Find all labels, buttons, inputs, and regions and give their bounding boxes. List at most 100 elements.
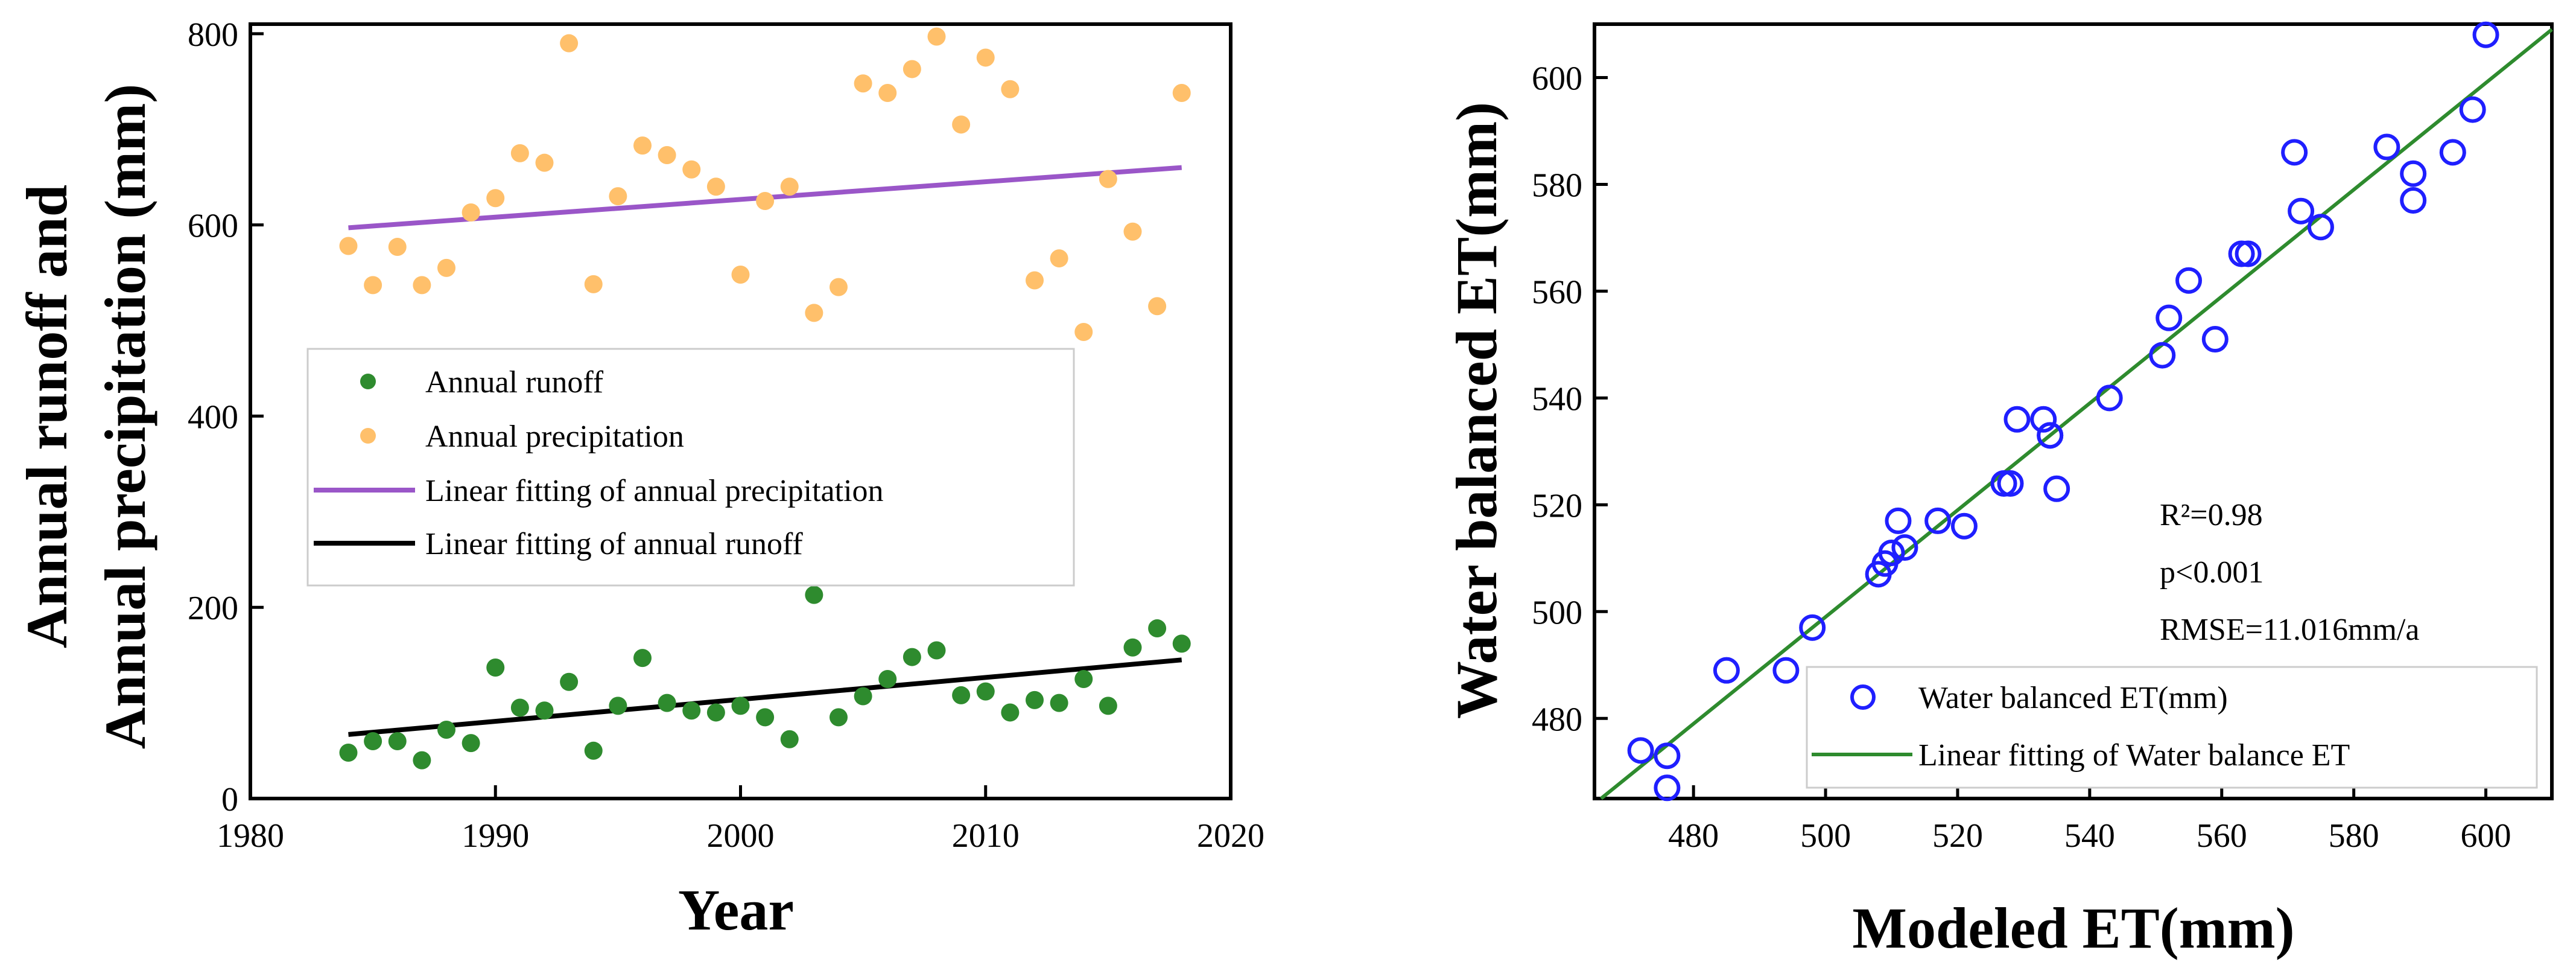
precipitation-point	[805, 304, 823, 322]
precipitation-point	[854, 74, 872, 92]
right-y-tick-label: 600	[1532, 60, 1582, 97]
water-balanced-et-point	[2283, 141, 2306, 164]
runoff-point	[878, 670, 896, 688]
precipitation-point	[903, 60, 921, 78]
runoff-point	[1050, 694, 1068, 712]
precipitation-point	[560, 34, 578, 53]
legend-water-balanced-label: Water balanced ET(mm)	[1918, 681, 2228, 715]
water-balanced-et-point	[2475, 24, 2498, 46]
right-legend: Water balanced ET(mm) Linear fitting of …	[1807, 667, 2537, 788]
water-balanced-et-point	[2441, 141, 2464, 164]
precipitation-point	[878, 84, 896, 102]
left-y-axis-title-line2: Annual precipitation (mm)	[93, 84, 157, 749]
precipitation-point	[389, 238, 407, 256]
water-balanced-et-point	[1886, 509, 1909, 532]
runoff-point	[536, 701, 554, 719]
runoff-point	[413, 751, 431, 770]
precipitation-point	[1050, 249, 1068, 267]
runoff-point	[830, 708, 848, 726]
left-y-tick-label: 800	[188, 16, 238, 54]
water-balanced-et-point	[1629, 739, 1652, 762]
precipitation-point	[732, 266, 750, 284]
legend-runoff-label: Annual runoff	[425, 365, 604, 400]
runoff-point	[1173, 634, 1191, 652]
runoff-point	[364, 732, 382, 750]
left-y-axis-title-line1: Annual runoff and	[14, 185, 79, 648]
right-y-tick-label: 500	[1532, 594, 1582, 631]
runoff-point	[1099, 697, 1117, 715]
water-balanced-et-point	[2204, 328, 2227, 351]
precipitation-point	[977, 48, 995, 66]
right-y-tick-label: 520	[1532, 487, 1582, 525]
right-x-axis-title: Modeled ET(mm)	[1852, 896, 2294, 960]
legend-fit-precipitation-label: Linear fitting of annual precipitation	[425, 474, 884, 508]
water-balanced-et-point	[2151, 344, 2174, 367]
runoff-point	[682, 701, 700, 719]
water-balanced-et-point	[2177, 269, 2200, 292]
precipitation-point	[536, 154, 554, 172]
right-annotations: R²=0.98 p<0.001 RMSE=11.016mm/a	[2160, 498, 2419, 647]
right-x-ticks: 480 500 520 540 560 580 600	[1668, 785, 2511, 855]
runoff-point	[1124, 639, 1142, 657]
annotation-p-value: p<0.001	[2160, 555, 2264, 590]
precipitation-point	[756, 192, 774, 210]
legend-fit-et-label: Linear fitting of Water balance ET	[1918, 738, 2350, 773]
left-x-axis-title: Year	[678, 878, 794, 942]
right-y-tick-label: 580	[1532, 167, 1582, 204]
precipitation-point	[633, 136, 652, 155]
left-y-tick-label: 400	[188, 398, 238, 436]
runoff-point	[633, 649, 652, 667]
precipitation-point	[928, 28, 946, 46]
legend-precipitation-marker	[360, 428, 376, 444]
precipitation-point	[364, 276, 382, 294]
precipitation-point	[707, 177, 725, 196]
water-balanced-et-point	[1953, 515, 1976, 538]
right-x-tick-label: 580	[2329, 817, 2379, 855]
precipitation-point	[1173, 84, 1191, 102]
water-balanced-et-point	[2402, 189, 2425, 212]
left-x-tick-label: 1990	[462, 817, 529, 855]
left-y-tick-label: 200	[188, 590, 238, 627]
et-comparison-chart: 480 500 520 540 560 580 600 480 500 520 540 560 580…	[1444, 24, 2552, 960]
left-y-ticks: 0200400600800	[188, 16, 264, 818]
runoff-point	[977, 683, 995, 701]
right-x-tick-label: 480	[1668, 817, 1719, 855]
precipitation-point	[658, 146, 676, 164]
precipitation-point	[1099, 170, 1117, 188]
water-balanced-et-point	[2157, 307, 2180, 330]
precipitation-point	[1124, 223, 1142, 241]
left-x-ticks: 1980 1990 2000 2010 2020	[217, 785, 1264, 855]
precipitation-point	[609, 187, 627, 205]
right-y-axis-title: Water balanced ET(mm)	[1444, 102, 1509, 719]
right-x-tick-label: 500	[1800, 817, 1851, 855]
right-x-tick-label: 540	[2064, 817, 2115, 855]
figure-canvas: 1980 1990 2000 2010 2020 0200400600800 Year …	[0, 0, 2576, 979]
precipitation-point	[952, 115, 970, 133]
legend-precipitation-label: Annual precipitation	[425, 419, 684, 454]
runoff-point	[462, 734, 480, 752]
right-y-tick-label: 540	[1532, 380, 1582, 418]
runoff-point	[437, 721, 455, 739]
water-balanced-et-point	[1655, 744, 1678, 767]
water-balanced-et-point	[2045, 477, 2068, 500]
precipitation-point	[1026, 271, 1044, 289]
precipitation-point	[462, 203, 480, 222]
water-balanced-et-point	[1655, 776, 1678, 799]
left-x-tick-label: 1980	[217, 817, 284, 855]
runoff-point	[340, 744, 358, 762]
precipitation-point	[413, 276, 431, 294]
runoff-point	[854, 687, 872, 706]
runoff-point	[609, 697, 627, 715]
runoff-point	[805, 586, 823, 604]
water-balanced-et-point	[1774, 659, 1797, 682]
runoff-point	[928, 641, 946, 659]
left-x-tick-label: 2000	[707, 817, 775, 855]
legend-fit-runoff-label: Linear fitting of annual runoff	[425, 527, 803, 561]
runoff-point	[560, 673, 578, 691]
left-y-tick-label: 600	[188, 208, 238, 245]
runoff-point	[1026, 691, 1044, 709]
runoff-point	[707, 703, 725, 721]
water-balanced-et-point	[2402, 162, 2425, 185]
runoff-point	[756, 708, 774, 726]
